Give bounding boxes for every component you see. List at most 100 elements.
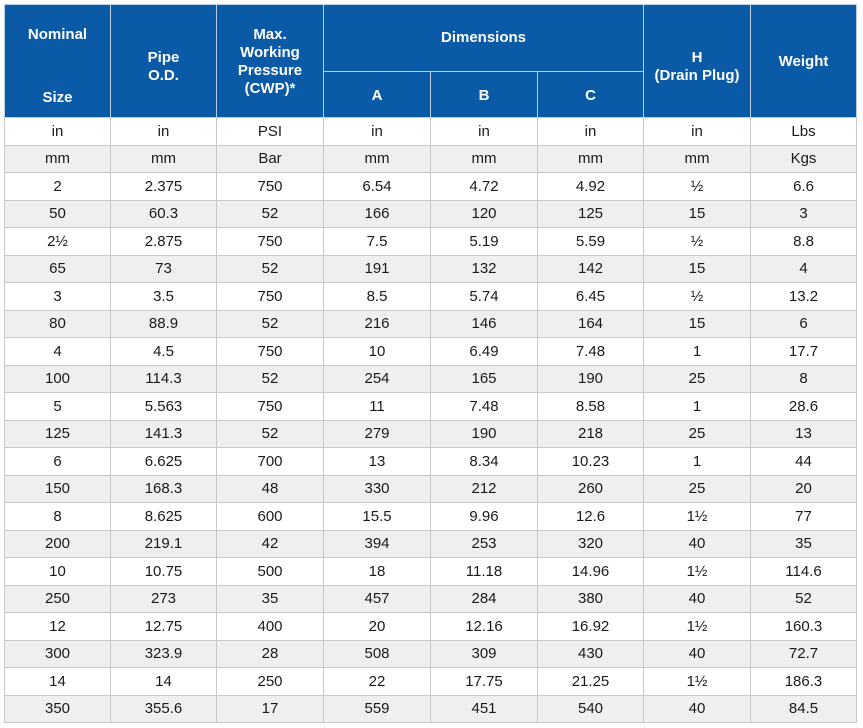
cell-dim-a: 279	[323, 419, 431, 448]
cell-dim-b: 7.48	[430, 392, 538, 421]
cell-h-drain-plug: 1½	[643, 502, 751, 531]
cell-pressure: 52	[216, 419, 324, 448]
table-row: 200 219.1 42 394 253 320 40 35	[4, 529, 857, 558]
cell-dim-b: 190	[430, 419, 538, 448]
cell-dim-c: 8.58	[537, 392, 644, 421]
header-dim-a: A	[323, 70, 431, 119]
cell-dim-c: 164	[537, 309, 644, 338]
header-max-working-pressure: Max. Working Pressure (CWP)*	[216, 4, 324, 118]
cell-dim-b: 309	[430, 639, 538, 668]
cell-pipe-od: 14	[110, 667, 217, 696]
cell-nominal-size: 50	[4, 199, 111, 228]
cell-pipe-od: 2.375	[110, 172, 217, 201]
cell-dim-c: 260	[537, 474, 644, 503]
table-row: 125 141.3 52 279 190 218 25 13	[4, 419, 857, 448]
cell-pressure: 52	[216, 309, 324, 338]
cell-nominal-size: 10	[4, 557, 111, 586]
cell-dim-b: 4.72	[430, 172, 538, 201]
cell-dim-a: 22	[323, 667, 431, 696]
cell-dim-c: 4.92	[537, 172, 644, 201]
table-row: 6 6.625 700 13 8.34 10.23 1 44	[4, 447, 857, 476]
cell-dim-c: mm	[537, 144, 644, 173]
cell-nominal-size: 150	[4, 474, 111, 503]
table-row: in in PSI in in in in Lbs	[4, 117, 857, 146]
cell-pipe-od: 10.75	[110, 557, 217, 586]
cell-nominal-size: 65	[4, 254, 111, 283]
cell-dim-c: 14.96	[537, 557, 644, 586]
cell-dim-c: 142	[537, 254, 644, 283]
cell-dim-a: mm	[323, 144, 431, 173]
cell-h-drain-plug: ½	[643, 172, 751, 201]
cell-nominal-size: 3	[4, 282, 111, 311]
cell-dim-c: 430	[537, 639, 644, 668]
table-row: 50 60.3 52 166 120 125 15 3	[4, 199, 857, 228]
cell-pressure: Bar	[216, 144, 324, 173]
cell-dim-a: 10	[323, 337, 431, 366]
cell-dim-c: 16.92	[537, 612, 644, 641]
cell-h-drain-plug: 1½	[643, 557, 751, 586]
cell-dim-a: 191	[323, 254, 431, 283]
header-weight: Weight	[750, 4, 857, 118]
cell-pressure: 52	[216, 199, 324, 228]
cell-h-drain-plug: 15	[643, 254, 751, 283]
cell-dim-b: 451	[430, 694, 538, 723]
cell-dim-c: 320	[537, 529, 644, 558]
cell-dim-b: 284	[430, 584, 538, 613]
cell-pressure: 35	[216, 584, 324, 613]
table-row: 250 273 35 457 284 380 40 52	[4, 584, 857, 613]
cell-pressure: 48	[216, 474, 324, 503]
cell-dim-b: 165	[430, 364, 538, 393]
cell-h-drain-plug: mm	[643, 144, 751, 173]
cell-pipe-od: 73	[110, 254, 217, 283]
header-nominal-line1: Nominal	[27, 26, 88, 43]
cell-weight: 72.7	[750, 639, 857, 668]
header-pipe-od: Pipe O.D.	[110, 4, 217, 118]
cell-weight: Lbs	[750, 117, 857, 146]
table-row: 4 4.5 750 10 6.49 7.48 1 17.7	[4, 337, 857, 366]
cell-h-drain-plug: 40	[643, 584, 751, 613]
cell-dim-c: 5.59	[537, 227, 644, 256]
table-row: 350 355.6 17 559 451 540 40 84.5	[4, 694, 857, 723]
cell-nominal-size: 8	[4, 502, 111, 531]
header-nominal-size: Nominal Size	[4, 4, 111, 118]
cell-dim-b: 5.74	[430, 282, 538, 311]
table-row: 2½ 2.875 750 7.5 5.19 5.59 ½ 8.8	[4, 227, 857, 256]
table-row: 100 114.3 52 254 165 190 25 8	[4, 364, 857, 393]
table-row: 12 12.75 400 20 12.16 16.92 1½ 160.3	[4, 612, 857, 641]
cell-h-drain-plug: 15	[643, 309, 751, 338]
table-row: 8 8.625 600 15.5 9.96 12.6 1½ 77	[4, 502, 857, 531]
cell-pipe-od: 88.9	[110, 309, 217, 338]
cell-weight: 114.6	[750, 557, 857, 586]
cell-nominal-size: 250	[4, 584, 111, 613]
cell-dim-b: 146	[430, 309, 538, 338]
cell-pipe-od: 219.1	[110, 529, 217, 558]
cell-h-drain-plug: in	[643, 117, 751, 146]
cell-weight: 13.2	[750, 282, 857, 311]
cell-pressure: 250	[216, 667, 324, 696]
cell-dim-a: 8.5	[323, 282, 431, 311]
cell-weight: 44	[750, 447, 857, 476]
cell-dim-c: 218	[537, 419, 644, 448]
cell-weight: 17.7	[750, 337, 857, 366]
spec-table: Nominal Size Pipe O.D. Max. Working Pres…	[4, 4, 857, 723]
cell-nominal-size: 2	[4, 172, 111, 201]
cell-dim-a: in	[323, 117, 431, 146]
cell-h-drain-plug: ½	[643, 282, 751, 311]
header-nominal-line2: Size	[42, 89, 73, 106]
cell-dim-c: 190	[537, 364, 644, 393]
cell-pressure: 750	[216, 282, 324, 311]
cell-dim-c: in	[537, 117, 644, 146]
cell-pipe-od: 8.625	[110, 502, 217, 531]
cell-h-drain-plug: 15	[643, 199, 751, 228]
cell-dim-b: 212	[430, 474, 538, 503]
cell-pipe-od: 12.75	[110, 612, 217, 641]
cell-dim-a: 18	[323, 557, 431, 586]
cell-pipe-od: 60.3	[110, 199, 217, 228]
cell-h-drain-plug: 1½	[643, 667, 751, 696]
header-h-drain-plug: H (Drain Plug)	[643, 4, 751, 118]
cell-dim-a: 394	[323, 529, 431, 558]
cell-nominal-size: 350	[4, 694, 111, 723]
cell-nominal-size: 200	[4, 529, 111, 558]
cell-weight: 160.3	[750, 612, 857, 641]
cell-pressure: 28	[216, 639, 324, 668]
